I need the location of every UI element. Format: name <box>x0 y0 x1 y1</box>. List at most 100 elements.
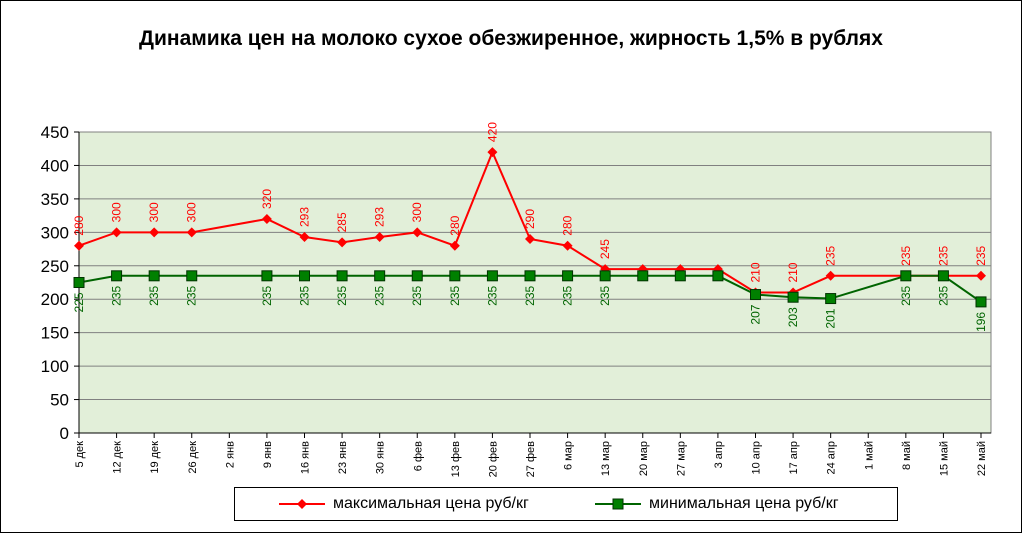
data-point-max <box>111 227 122 238</box>
legend-swatch-max-icon <box>279 499 325 509</box>
data-label-max: 280 <box>561 215 575 235</box>
x-tick-label: 2 янв <box>224 441 236 468</box>
x-tick-label: 10 апр <box>751 441 763 474</box>
data-label-max: 280 <box>72 215 86 235</box>
data-point-min <box>562 270 574 282</box>
data-point-min <box>73 277 85 288</box>
data-point-max <box>562 240 573 251</box>
x-tick-label: 9 янв <box>262 441 274 468</box>
data-point-min <box>148 270 160 282</box>
data-label-max: 210 <box>786 262 800 282</box>
y-tick-label: 350 <box>41 190 69 209</box>
data-point-max <box>374 232 385 243</box>
y-tick-label: 0 <box>60 424 69 443</box>
y-tick-label: 400 <box>41 156 69 175</box>
data-label-min: 235 <box>448 285 462 305</box>
data-label-max: 235 <box>936 245 950 265</box>
data-label-max: 293 <box>298 207 312 227</box>
data-point-max <box>525 234 535 245</box>
y-tick-label: 100 <box>41 357 69 376</box>
data-label-max: 235 <box>824 245 838 265</box>
data-label-max: 300 <box>147 202 161 222</box>
data-point-min <box>524 270 536 282</box>
x-tick-label: 1 май <box>863 441 875 470</box>
x-tick-label: 22 май <box>976 441 988 476</box>
x-tick-label: 26 дек <box>187 441 199 474</box>
x-tick-label: 5 дек <box>74 441 86 468</box>
data-label-min: 235 <box>598 285 612 305</box>
data-point-min <box>261 270 273 282</box>
data-label-min: 235 <box>185 285 199 305</box>
data-label-max: 235 <box>899 245 913 265</box>
data-point-min <box>186 270 198 282</box>
x-tick-label: 27 фев <box>525 441 537 477</box>
x-tick-label: 3 апр <box>713 441 725 468</box>
data-label-max: 285 <box>335 212 349 232</box>
plot-area <box>78 131 992 434</box>
data-point-min <box>712 270 724 282</box>
x-tick-label: 23 янв <box>337 441 349 474</box>
data-label-max: 420 <box>485 122 499 142</box>
data-point-min <box>411 270 423 282</box>
data-label-min: 207 <box>749 304 763 324</box>
data-label-max: 300 <box>410 202 424 222</box>
x-tick-label: 24 апр <box>826 441 838 474</box>
y-tick-label: 450 <box>41 123 69 142</box>
data-label-min: 235 <box>936 285 950 305</box>
x-tick-label: 6 фев <box>412 441 424 471</box>
legend-swatch-min-icon <box>595 498 641 510</box>
data-point-min <box>599 270 611 282</box>
data-label-min: 235 <box>561 285 575 305</box>
x-tick-label: 17 апр <box>788 441 800 474</box>
data-label-max: 300 <box>110 202 124 222</box>
data-point-min <box>486 270 498 282</box>
x-tick-label: 20 фев <box>487 441 499 477</box>
legend-item-min: минимальная цена руб/кг <box>595 494 839 514</box>
data-point-min <box>750 289 761 301</box>
data-label-min: 235 <box>485 285 499 305</box>
data-point-max <box>186 227 197 238</box>
y-tick-label: 250 <box>41 257 69 276</box>
data-label-max: 280 <box>448 215 462 235</box>
data-point-min <box>825 293 837 305</box>
data-point-max <box>449 240 460 251</box>
data-label-min: 235 <box>523 285 537 305</box>
legend: максимальная цена руб/кг минимальная цен… <box>234 487 898 521</box>
legend-label-min: минимальная цена руб/кг <box>649 495 839 512</box>
data-point-min <box>111 270 123 282</box>
data-point-max <box>299 232 310 243</box>
data-label-max: 210 <box>749 262 763 282</box>
data-point-max <box>337 237 348 248</box>
legend-item-max: максимальная цена руб/кг <box>279 494 529 514</box>
data-label-min: 235 <box>899 285 913 305</box>
data-label-min: 235 <box>110 285 124 305</box>
data-label-min: 235 <box>147 285 161 305</box>
data-point-min <box>336 270 348 282</box>
x-tick-label: 15 май <box>938 441 950 476</box>
x-tick-label: 6 мар <box>563 441 575 470</box>
data-point-min <box>975 296 987 308</box>
data-label-max: 300 <box>185 202 199 222</box>
data-point-min <box>900 270 912 282</box>
data-point-max <box>825 270 836 281</box>
data-label-min: 235 <box>373 285 387 305</box>
data-label-max: 245 <box>598 239 612 259</box>
x-tick-label: 13 мар <box>600 441 612 476</box>
data-point-max <box>261 213 272 224</box>
x-tick-label: 27 мар <box>675 441 687 476</box>
data-label-max: 235 <box>974 245 988 265</box>
x-tick-label: 30 янв <box>375 441 387 474</box>
data-point-max <box>412 227 423 238</box>
data-point-max <box>487 147 498 158</box>
data-label-min: 235 <box>335 285 349 305</box>
data-label-min: 235 <box>410 285 424 305</box>
y-tick-label: 200 <box>41 290 69 309</box>
y-tick-label: 300 <box>41 223 69 242</box>
data-point-max <box>149 227 160 238</box>
data-label-max: 293 <box>373 207 387 227</box>
data-point-min <box>449 270 461 282</box>
x-tick-label: 8 май <box>901 441 913 470</box>
data-point-min <box>374 270 386 282</box>
